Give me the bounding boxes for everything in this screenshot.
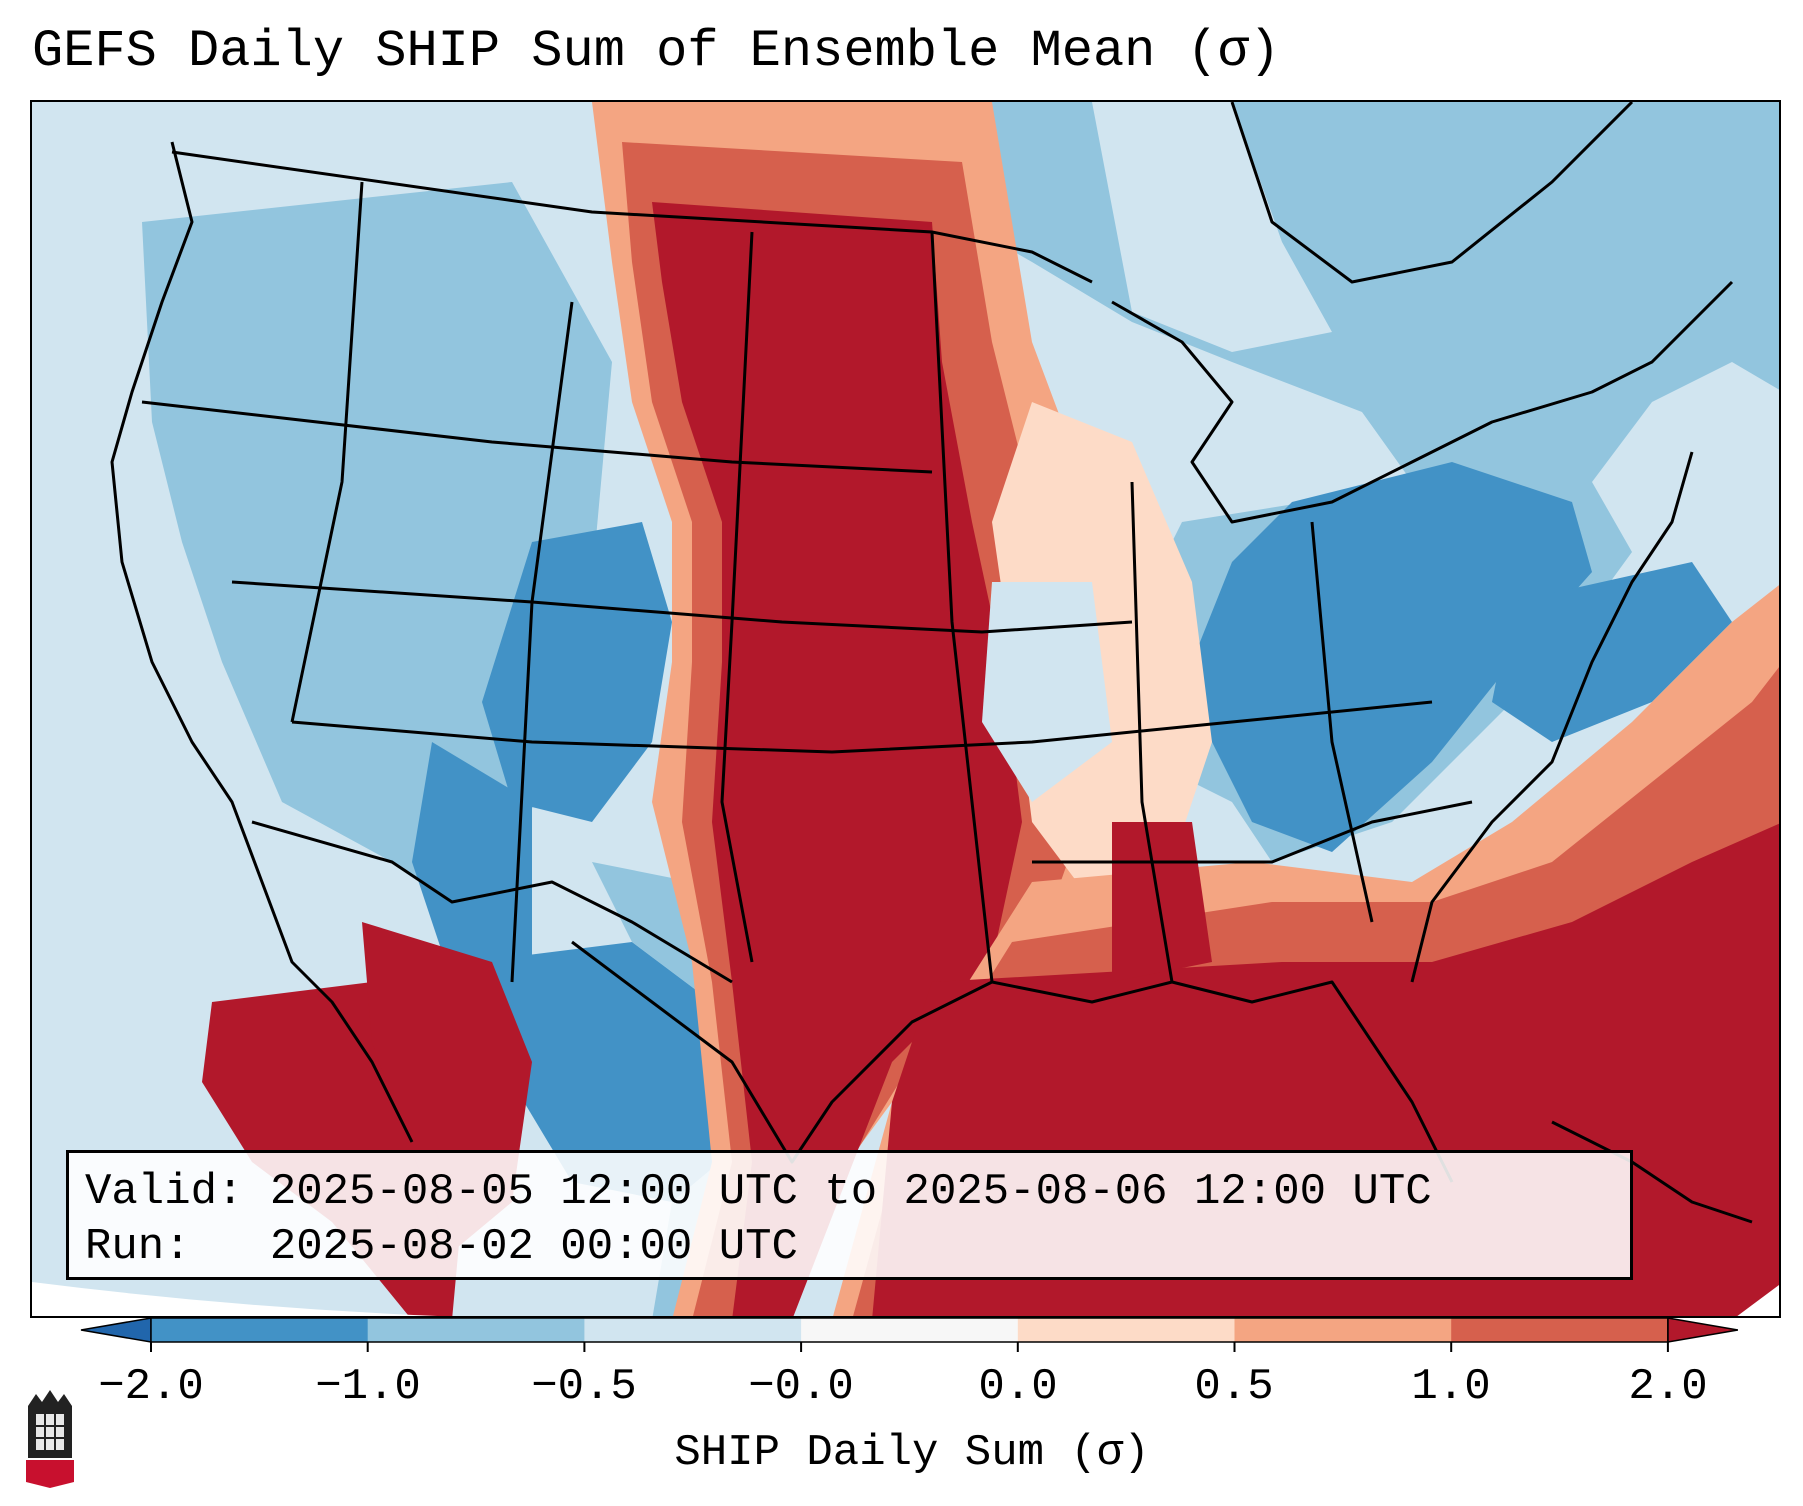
colorbar-tick-label: −0.0	[748, 1362, 854, 1412]
colorbar-outline	[150, 1317, 1669, 1343]
atlantic-coast	[1410, 451, 1694, 983]
field-southeast-dark	[1192, 462, 1592, 852]
west-coast	[110, 141, 414, 1143]
map-panel	[30, 100, 1781, 1318]
field-midwest-lightblue	[982, 582, 1112, 802]
colorbar-tick-label: 0.5	[1194, 1362, 1274, 1412]
colorbar-under-extension	[80, 1317, 152, 1343]
colorbar-bin	[367, 1318, 585, 1342]
info-box: Valid: 2025-08-05 12:00 UTC to 2025-08-0…	[66, 1150, 1633, 1280]
state-border-n3	[291, 700, 1433, 754]
state-border-v4	[930, 231, 994, 983]
valid-value: 2025-08-05 12:00 UTC to 2025-08-06 12:00…	[269, 1167, 1432, 1217]
field-atlantic-dark	[1492, 562, 1732, 742]
colorbar-bin	[1017, 1318, 1235, 1342]
caribbean-islands	[1551, 1120, 1753, 1224]
map-canvas	[32, 102, 1779, 1316]
colorbar-tick-label: −2.0	[98, 1362, 204, 1412]
state-border-v2	[510, 301, 574, 983]
colorbar-tick-label: −0.5	[531, 1362, 637, 1412]
colorbar-tick-label: −1.0	[315, 1362, 421, 1412]
field-plains-red	[652, 202, 1022, 1316]
field-mexico-blue	[472, 942, 732, 1202]
colorbar-tick-label: 0.0	[978, 1362, 1058, 1412]
off-domain-wedge	[32, 1282, 438, 1316]
state-border-v5	[1130, 481, 1174, 983]
great-lakes	[1111, 280, 1734, 524]
us-mexico-border	[251, 820, 733, 984]
colorbar-bin	[584, 1318, 802, 1342]
state-border-se	[1032, 800, 1473, 864]
colorbar-bin	[151, 1318, 369, 1342]
field-rockies-dark	[482, 522, 672, 822]
run-label: Run:	[85, 1222, 244, 1272]
niu-logo-icon	[26, 1390, 74, 1488]
state-border-v3	[720, 231, 754, 963]
off-domain-wedge-right	[1737, 1284, 1779, 1316]
state-border-n2	[231, 580, 1133, 634]
coastlines-and-borders	[110, 102, 1753, 1224]
field-arizona-dark	[412, 742, 532, 982]
colorbar-bin	[1451, 1318, 1669, 1342]
colorbar-over-extension	[1667, 1317, 1739, 1343]
map-title: GEFS Daily SHIP Sum of Ensemble Mean (σ)	[32, 22, 1281, 81]
run-value: 2025-08-02 00:00 UTC	[269, 1222, 798, 1272]
hudson-bay-coast	[1230, 102, 1634, 284]
colorbar-tick-label: 2.0	[1628, 1362, 1708, 1412]
colorbar-bin	[801, 1318, 1019, 1342]
colorbar	[80, 1317, 1739, 1352]
colorbar-tick-label: 1.0	[1411, 1362, 1491, 1412]
field-canada-lightblue	[1092, 102, 1332, 352]
state-border-n1	[141, 400, 933, 474]
colorbar-bin	[1234, 1318, 1452, 1342]
state-border-v6	[1310, 521, 1374, 923]
colorbar-label: SHIP Daily Sum (σ)	[674, 1428, 1150, 1478]
state-border-v1	[290, 181, 364, 723]
valid-label: Valid:	[85, 1167, 244, 1217]
